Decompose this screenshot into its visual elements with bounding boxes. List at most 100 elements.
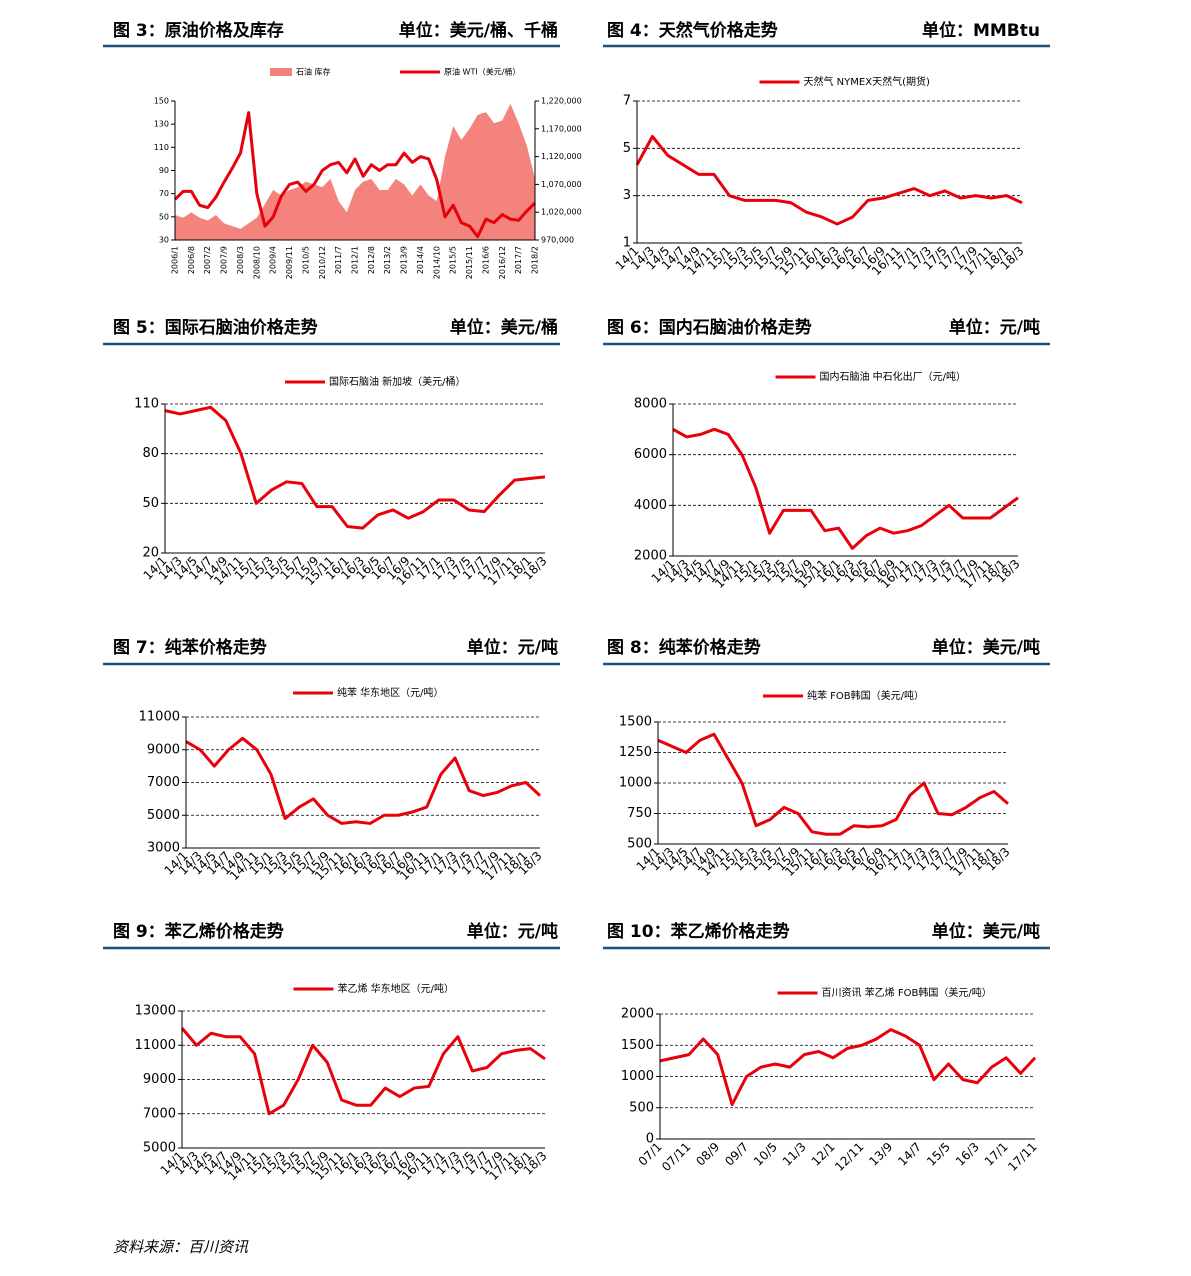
y-tick-label: 11000: [139, 710, 180, 725]
line: [672, 427, 1019, 550]
y-tick-label: 9000: [143, 1072, 176, 1087]
x-tick-label: 2018/2: [531, 246, 540, 274]
figure-unit: 单位：美元/吨: [932, 921, 1040, 942]
legend-label: 纯苯 华东地区（元/吨）: [337, 686, 444, 699]
legend-label: 国际石脑油 新加坡（美元/桶）: [329, 375, 466, 388]
y-tick-label: 13000: [135, 1004, 176, 1019]
x-tick-label: 2009/4: [269, 246, 278, 274]
x-tick-label: 2012/1: [351, 246, 360, 274]
y-tick-label: 30: [159, 236, 169, 245]
x-tick-label: 2010/5: [301, 246, 310, 274]
legend-label: 苯乙烯 华东地区（元/吨）: [338, 982, 455, 995]
figure-title: 图 3：原油价格及库存: [113, 20, 284, 41]
y-tick-label: 80: [142, 446, 159, 461]
x-tick-label: 16/3: [953, 1140, 982, 1169]
x-tick-label: 2016/6: [481, 246, 490, 274]
y2-tick-label: 1,170,000: [541, 124, 582, 133]
y-tick-label: 50: [142, 496, 159, 511]
y-tick-label: 9000: [147, 742, 180, 757]
y2-tick-label: 1,070,000: [541, 180, 582, 189]
y-tick-label: 1500: [621, 1038, 654, 1053]
x-tick-label: 2006/8: [187, 246, 196, 274]
line: [657, 732, 1009, 836]
x-tick-label: 2008/10: [252, 246, 261, 279]
x-tick-label: 09/7: [722, 1140, 751, 1169]
y-tick-label: 1250: [619, 745, 652, 760]
legend-label: 石油 库存: [296, 67, 331, 77]
x-tick-label: 15/5: [924, 1140, 953, 1169]
y-tick-label: 3: [623, 188, 631, 203]
line: [164, 405, 546, 530]
figure-title: 图 10：苯乙烯价格走势: [607, 921, 790, 942]
y-tick-label: 11000: [135, 1038, 176, 1053]
source-note: 资料来源：百川资讯: [113, 1238, 249, 1256]
y-tick-label: 750: [627, 806, 652, 821]
y-tick-label: 1000: [619, 776, 652, 791]
figure-unit: 单位：元/吨: [467, 921, 558, 942]
y-tick-label: 110: [154, 143, 169, 152]
x-tick-label: 2014/10: [432, 246, 441, 279]
figure-unit: 单位：MMBtu: [922, 20, 1040, 41]
x-tick-label: 10/5: [751, 1140, 780, 1169]
y-tick-label: 20: [142, 546, 159, 561]
x-tick-label: 2015/5: [449, 246, 458, 274]
x-tick-label: 2007/9: [220, 246, 229, 274]
y-tick-label: 8000: [634, 397, 667, 412]
line: [659, 1028, 1037, 1107]
y-tick-label: 7000: [143, 1106, 176, 1121]
legend-label: 百川资讯 苯乙烯 FOB韩国（美元/吨）: [822, 986, 992, 999]
y-tick-label: 7000: [147, 775, 180, 790]
x-tick-label: 2016/12: [498, 246, 507, 279]
x-tick-label: 07/11: [659, 1140, 693, 1174]
x-tick-label: 12/11: [832, 1140, 866, 1174]
legend-swatch: [270, 68, 292, 76]
x-tick-label: 2013/9: [400, 246, 409, 274]
y-tick-label: 50: [159, 212, 169, 221]
x-tick-label: 14/7: [895, 1140, 924, 1169]
figure-unit: 单位：美元/桶、千桶: [399, 20, 558, 41]
x-tick-label: 2015/11: [465, 246, 474, 279]
figure-title: 图 9：苯乙烯价格走势: [113, 921, 284, 942]
y-tick-label: 110: [134, 397, 159, 412]
x-tick-label: 2009/11: [285, 246, 294, 279]
line: [635, 135, 1023, 226]
figure-unit: 单位：美元/吨: [932, 637, 1040, 658]
figure-title: 图 7：纯苯价格走势: [113, 637, 267, 658]
x-tick-label: 2010/12: [318, 246, 327, 279]
x-tick-label: 17/11: [1005, 1140, 1039, 1174]
y-tick-label: 7: [623, 94, 631, 109]
y-tick-label: 500: [627, 837, 652, 852]
y2-tick-label: 1,020,000: [541, 208, 582, 217]
figure-unit: 单位：元/吨: [467, 637, 558, 658]
x-tick-label: 2007/2: [203, 246, 212, 274]
line: [185, 736, 542, 825]
y-tick-label: 500: [629, 1100, 654, 1115]
figure-title: 图 6：国内石脑油价格走势: [607, 317, 812, 338]
x-tick-label: 11/3: [780, 1140, 809, 1169]
y-tick-label: 90: [159, 166, 169, 175]
y2-tick-label: 1,120,000: [541, 152, 582, 161]
y-tick-label: 5: [623, 141, 631, 156]
x-tick-label: 2013/2: [383, 246, 392, 274]
figure-title: 图 8：纯苯价格走势: [607, 637, 761, 658]
legend-label: 天然气 NYMEX天然气(期货): [804, 75, 930, 88]
line: [173, 111, 537, 239]
x-tick-label: 2006/1: [171, 246, 180, 274]
figure-unit: 单位：美元/桶: [450, 317, 558, 338]
y-tick-label: 1000: [621, 1069, 654, 1084]
x-tick-label: 2017/7: [514, 246, 523, 274]
line: [180, 1027, 546, 1116]
y-tick-label: 5000: [143, 1141, 176, 1156]
x-tick-label: 08/9: [693, 1140, 722, 1169]
y-tick-label: 0: [646, 1132, 654, 1147]
y-tick-label: 2000: [621, 1007, 654, 1022]
figure-title: 图 4：天然气价格走势: [607, 20, 778, 41]
x-tick-label: 2008/3: [236, 246, 245, 274]
legend-label: 国内石脑油 中石化出厂（元/吨）: [820, 370, 967, 383]
legend-label: 纯苯 FOB韩国（美元/吨）: [807, 689, 924, 702]
x-tick-label: 2011/7: [334, 246, 343, 274]
y-tick-label: 3000: [147, 841, 180, 856]
y-tick-label: 5000: [147, 808, 180, 823]
y2-tick-label: 1,220,000: [541, 97, 582, 106]
